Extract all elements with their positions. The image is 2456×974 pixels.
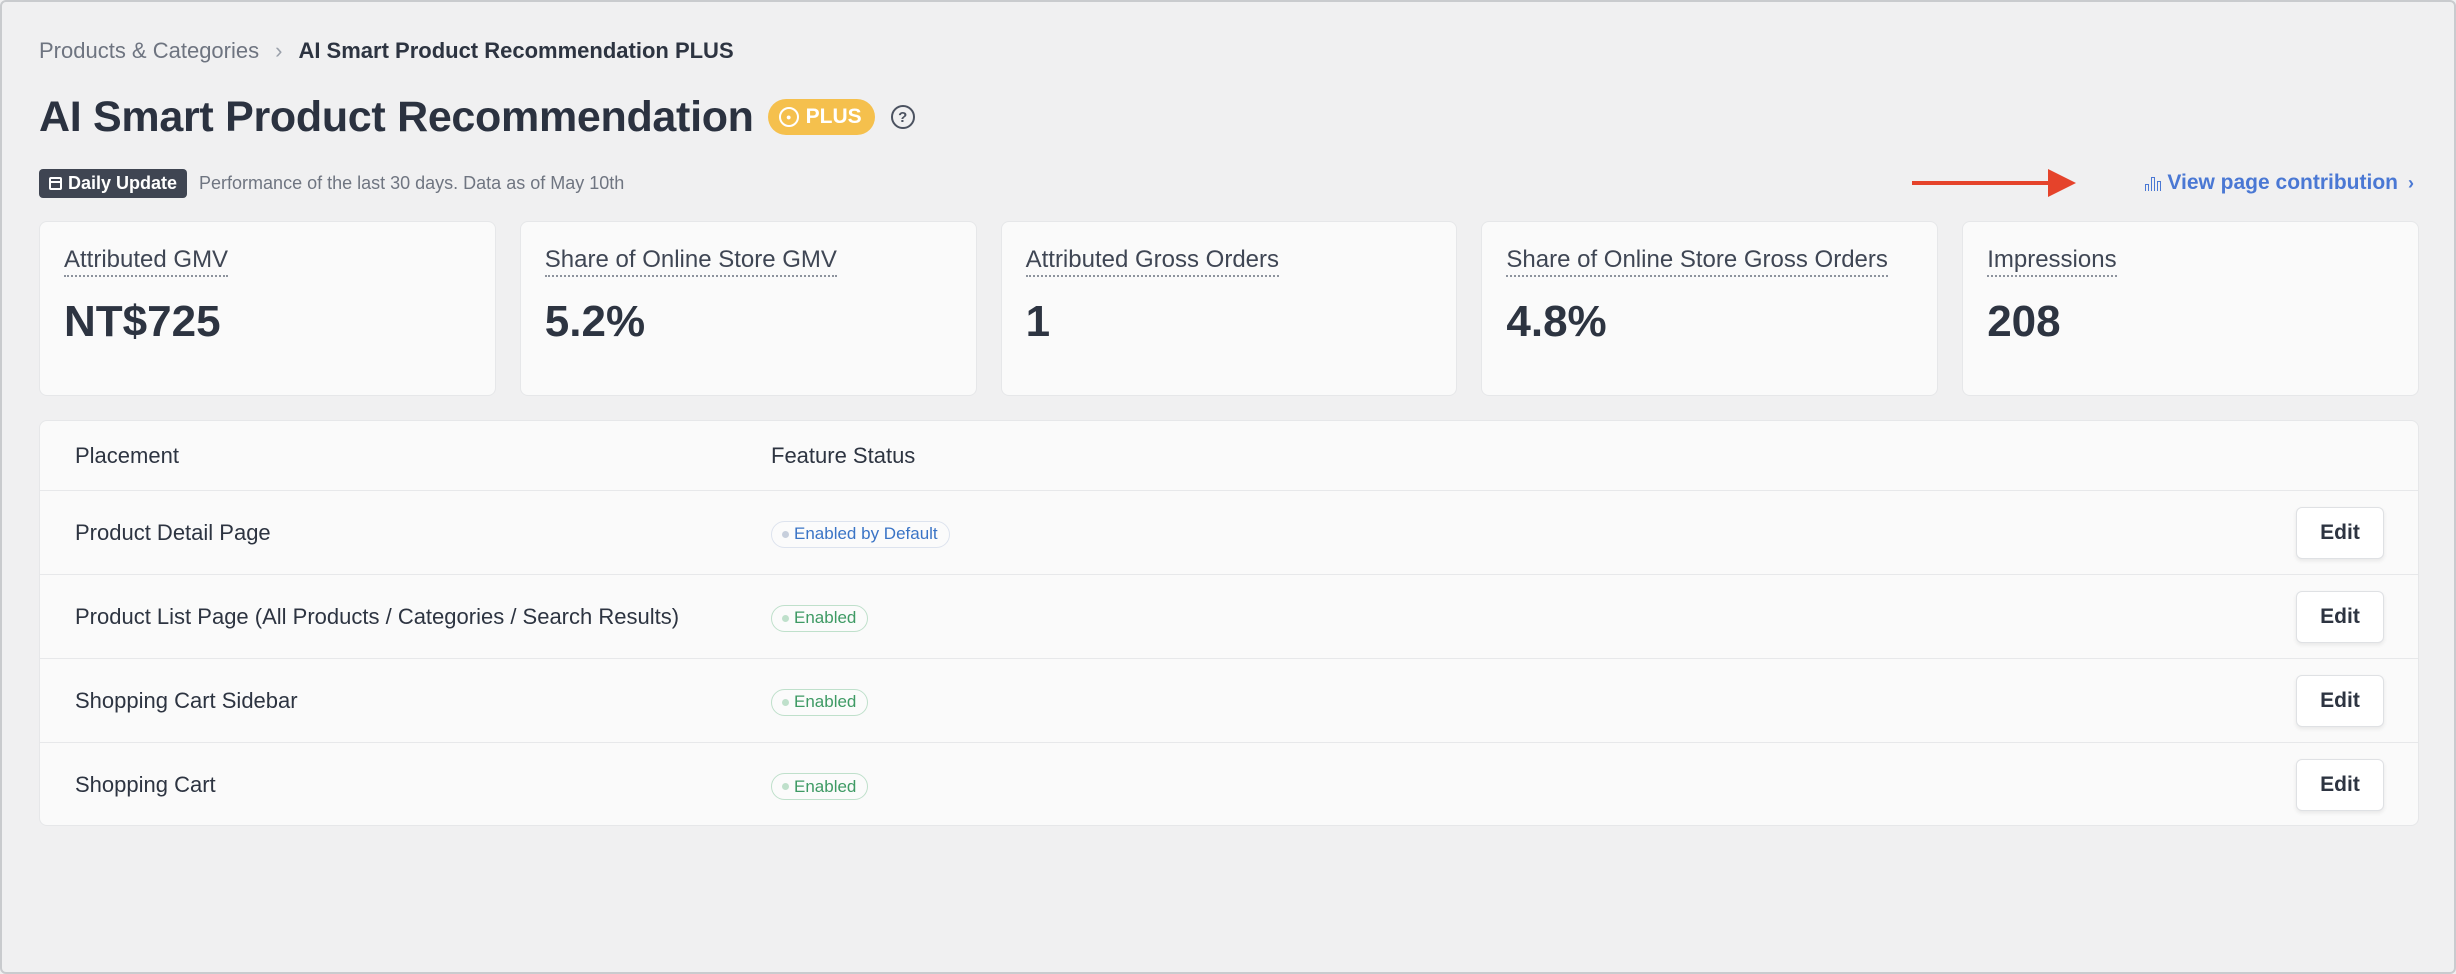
status-dot-icon [782,783,789,790]
placement-name: Shopping Cart Sidebar [75,687,298,713]
placement-table: Placement Feature Status Product Detail … [39,420,2419,826]
status-badge: Enabled [771,688,869,716]
metric-card-attributed-gmv: Attributed GMV NT$725 [39,221,496,396]
metric-card-gross-orders: Attributed Gross Orders 1 [1000,221,1458,396]
table-row: Shopping Cart Enabled Edit [40,743,2418,825]
metric-label[interactable]: Attributed Gross Orders [1025,246,1280,277]
placement-name: Shopping Cart [75,772,216,797]
breadcrumb-separator-icon: › [275,38,283,63]
arrow-line [1912,181,2052,185]
status-cell: Enabled [771,770,869,800]
annotation-arrow-icon [1912,169,2076,197]
metric-value: NT$725 [64,297,221,346]
edit-button[interactable]: Edit [2296,590,2384,643]
view-page-contribution-link[interactable]: View page contribution › [2145,168,2414,198]
status-label: Enabled [794,692,857,711]
status-label: Enabled [794,776,857,796]
metric-card-impressions: Impressions 208 [1962,221,2419,396]
plus-badge-label: PLUS [805,105,862,128]
page-title: AI Smart Product Recommendation [39,92,754,141]
status-cell: Enabled by Default [771,518,950,548]
view-page-contribution-label: View page contribution [2167,171,2398,194]
metric-value: 208 [1987,297,2061,346]
status-dot-icon [782,530,789,538]
plus-star-icon: ● [778,107,799,127]
header-feature-status: Feature Status [771,442,916,468]
metric-value: 4.8% [1506,297,1607,346]
metric-label[interactable]: Share of Online Store GMV [544,246,837,277]
metric-card-share-gmv: Share of Online Store GMV 5.2% [519,221,977,396]
status-badge: Enabled [771,604,869,632]
metric-value: 5.2% [544,297,646,346]
info-row: Daily Update Performance of the last 30 … [39,168,624,198]
metric-cards: Attributed GMV NT$725 Share of Online St… [39,221,2419,396]
metric-label[interactable]: Share of Online Store Gross Orders [1506,246,1888,277]
chevron-right-icon: › [2408,172,2414,193]
arrow-head [2048,169,2076,197]
table-row: Shopping Cart Sidebar Enabled Edit [40,659,2418,743]
daily-update-badge: Daily Update [39,168,188,198]
table-row: Product Detail Page Enabled by Default E… [40,491,2418,575]
placement-name: Product List Page (All Products / Catego… [75,603,680,629]
status-cell: Enabled [771,686,869,716]
metric-value: 1 [1025,297,1051,346]
edit-button[interactable]: Edit [2296,674,2384,727]
table-header: Placement Feature Status [40,421,2418,491]
metric-card-share-orders: Share of Online Store Gross Orders 4.8% [1481,221,1939,396]
performance-note: Performance of the last 30 days. Data as… [199,172,625,193]
help-icon[interactable]: ? [890,105,915,129]
edit-button[interactable]: Edit [2296,759,2384,811]
status-label: Enabled [794,608,857,627]
metric-label[interactable]: Impressions [1987,246,2117,277]
breadcrumb: Products & Categories › AI Smart Product… [39,36,734,66]
status-dot-icon [782,698,789,706]
status-badge: Enabled [771,773,869,800]
table-row: Product List Page (All Products / Catego… [40,575,2418,659]
plus-badge: ● PLUS [767,99,875,135]
breadcrumb-current: AI Smart Product Recommendation PLUS [298,38,734,63]
edit-button[interactable]: Edit [2296,506,2384,559]
calendar-icon [49,176,62,190]
title-row: AI Smart Product Recommendation ● PLUS ? [39,92,915,142]
status-badge: Enabled by Default [771,520,950,548]
bar-chart-icon [2145,175,2162,191]
status-dot-icon [782,614,789,622]
breadcrumb-products-categories[interactable]: Products & Categories [39,38,260,63]
metric-label[interactable]: Attributed GMV [64,246,229,277]
header-placement: Placement [75,442,179,468]
status-cell: Enabled [771,602,869,632]
daily-update-label: Daily Update [68,172,178,193]
status-label: Enabled by Default [794,524,938,543]
placement-name: Product Detail Page [75,519,271,545]
